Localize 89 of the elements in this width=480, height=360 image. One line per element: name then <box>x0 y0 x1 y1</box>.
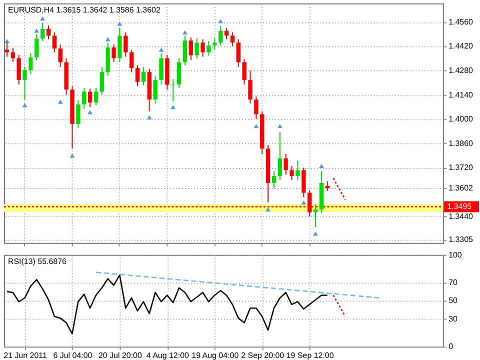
y-tick-label: 1.3440 <box>448 212 474 221</box>
candlestick <box>153 75 158 104</box>
point <box>218 18 224 24</box>
candlestick <box>88 88 92 108</box>
candlestick <box>135 64 140 87</box>
y-tick-label: 0 <box>448 342 454 352</box>
line-series <box>6 274 328 334</box>
candlestick <box>230 32 235 47</box>
candlestick <box>278 131 282 180</box>
candlestick <box>188 37 193 61</box>
candlestick <box>242 58 246 85</box>
point <box>88 110 92 114</box>
x-tick-label: 6 Jul 04:00 <box>53 351 93 360</box>
candlestick <box>34 34 39 61</box>
y-tick-label: 1.4000 <box>448 114 474 124</box>
candlestick <box>254 96 258 120</box>
candlestick <box>28 52 33 75</box>
candlestick <box>218 25 223 46</box>
candlestick <box>82 87 86 110</box>
point <box>58 100 63 104</box>
point <box>277 124 282 128</box>
candlestick <box>118 27 122 62</box>
point <box>301 200 306 205</box>
candlestick <box>284 153 288 176</box>
y-tick-label: 70 <box>448 278 458 287</box>
candlestick <box>248 70 252 104</box>
point <box>34 28 40 33</box>
ref-line-label: 1.3495 <box>447 202 472 211</box>
candlestick <box>200 38 205 58</box>
candlestick <box>302 167 306 198</box>
candlestick <box>159 52 164 85</box>
point <box>40 16 46 21</box>
candlestick <box>212 38 217 50</box>
y-tick-label: 1.3720 <box>448 163 474 172</box>
point <box>266 207 270 212</box>
point <box>318 164 324 168</box>
candlestick <box>124 32 128 58</box>
candlestick <box>176 58 182 88</box>
candlestick <box>46 24 51 40</box>
x-tick-label: 21 Jun 2011 <box>4 351 48 360</box>
y-tick-label: 1.4560 <box>448 17 474 26</box>
y-tick-label: 30 <box>448 314 458 324</box>
chart-title: EURUSD,H4 1.3615 1.3642 1.3586 1.3602 <box>8 5 161 14</box>
candlestick <box>182 35 188 66</box>
point <box>170 104 176 110</box>
y-tick-label: 1.4420 <box>448 42 474 51</box>
point <box>105 37 110 42</box>
point <box>313 232 318 236</box>
point <box>22 103 28 108</box>
candlestick <box>141 66 146 86</box>
candlestick <box>272 170 276 190</box>
candlestick <box>100 66 104 96</box>
candlestick <box>76 100 80 128</box>
x-tick-label: 19 Aug 04:00 <box>192 351 240 360</box>
point <box>182 30 188 34</box>
y-tick-label: 1.3305 <box>448 235 474 244</box>
y-tick-label: 50 <box>448 296 458 306</box>
candlestick <box>40 22 45 42</box>
candlestick <box>171 78 176 102</box>
candlestick <box>52 32 57 53</box>
candlestick <box>206 40 211 56</box>
candlestick <box>58 44 62 68</box>
candlestick <box>296 160 300 180</box>
point <box>146 115 152 120</box>
candlestick <box>313 204 318 228</box>
candlestick <box>112 44 116 62</box>
candlestick <box>22 66 27 100</box>
y-tick-label: 1.3602 <box>448 184 474 193</box>
y-tick-label: 1.4280 <box>448 66 474 76</box>
point <box>158 48 164 52</box>
candlestick <box>290 165 294 180</box>
candlestick <box>194 38 199 59</box>
x-tick-label: 20 Jul 20:00 <box>98 351 142 360</box>
y-tick-label: 100 <box>448 250 462 260</box>
y-tick-label: 1.4140 <box>448 90 474 100</box>
point <box>254 124 259 128</box>
point <box>4 38 10 44</box>
candlestick <box>94 87 98 106</box>
candlestick <box>236 38 240 68</box>
x-tick-label: 19 Sep 12:00 <box>286 351 334 360</box>
candlestick <box>129 49 134 73</box>
chart-title: RSI(13) 55.6876 <box>8 256 68 266</box>
x-tick-label: 4 Aug 12:00 <box>146 351 190 360</box>
x-tick-label: 2 Sep 20:00 <box>241 351 285 360</box>
y-tick-label: 1.3860 <box>448 138 474 148</box>
point <box>70 153 75 158</box>
candlestick <box>16 54 21 85</box>
point <box>117 22 122 26</box>
candlestick <box>10 47 15 62</box>
